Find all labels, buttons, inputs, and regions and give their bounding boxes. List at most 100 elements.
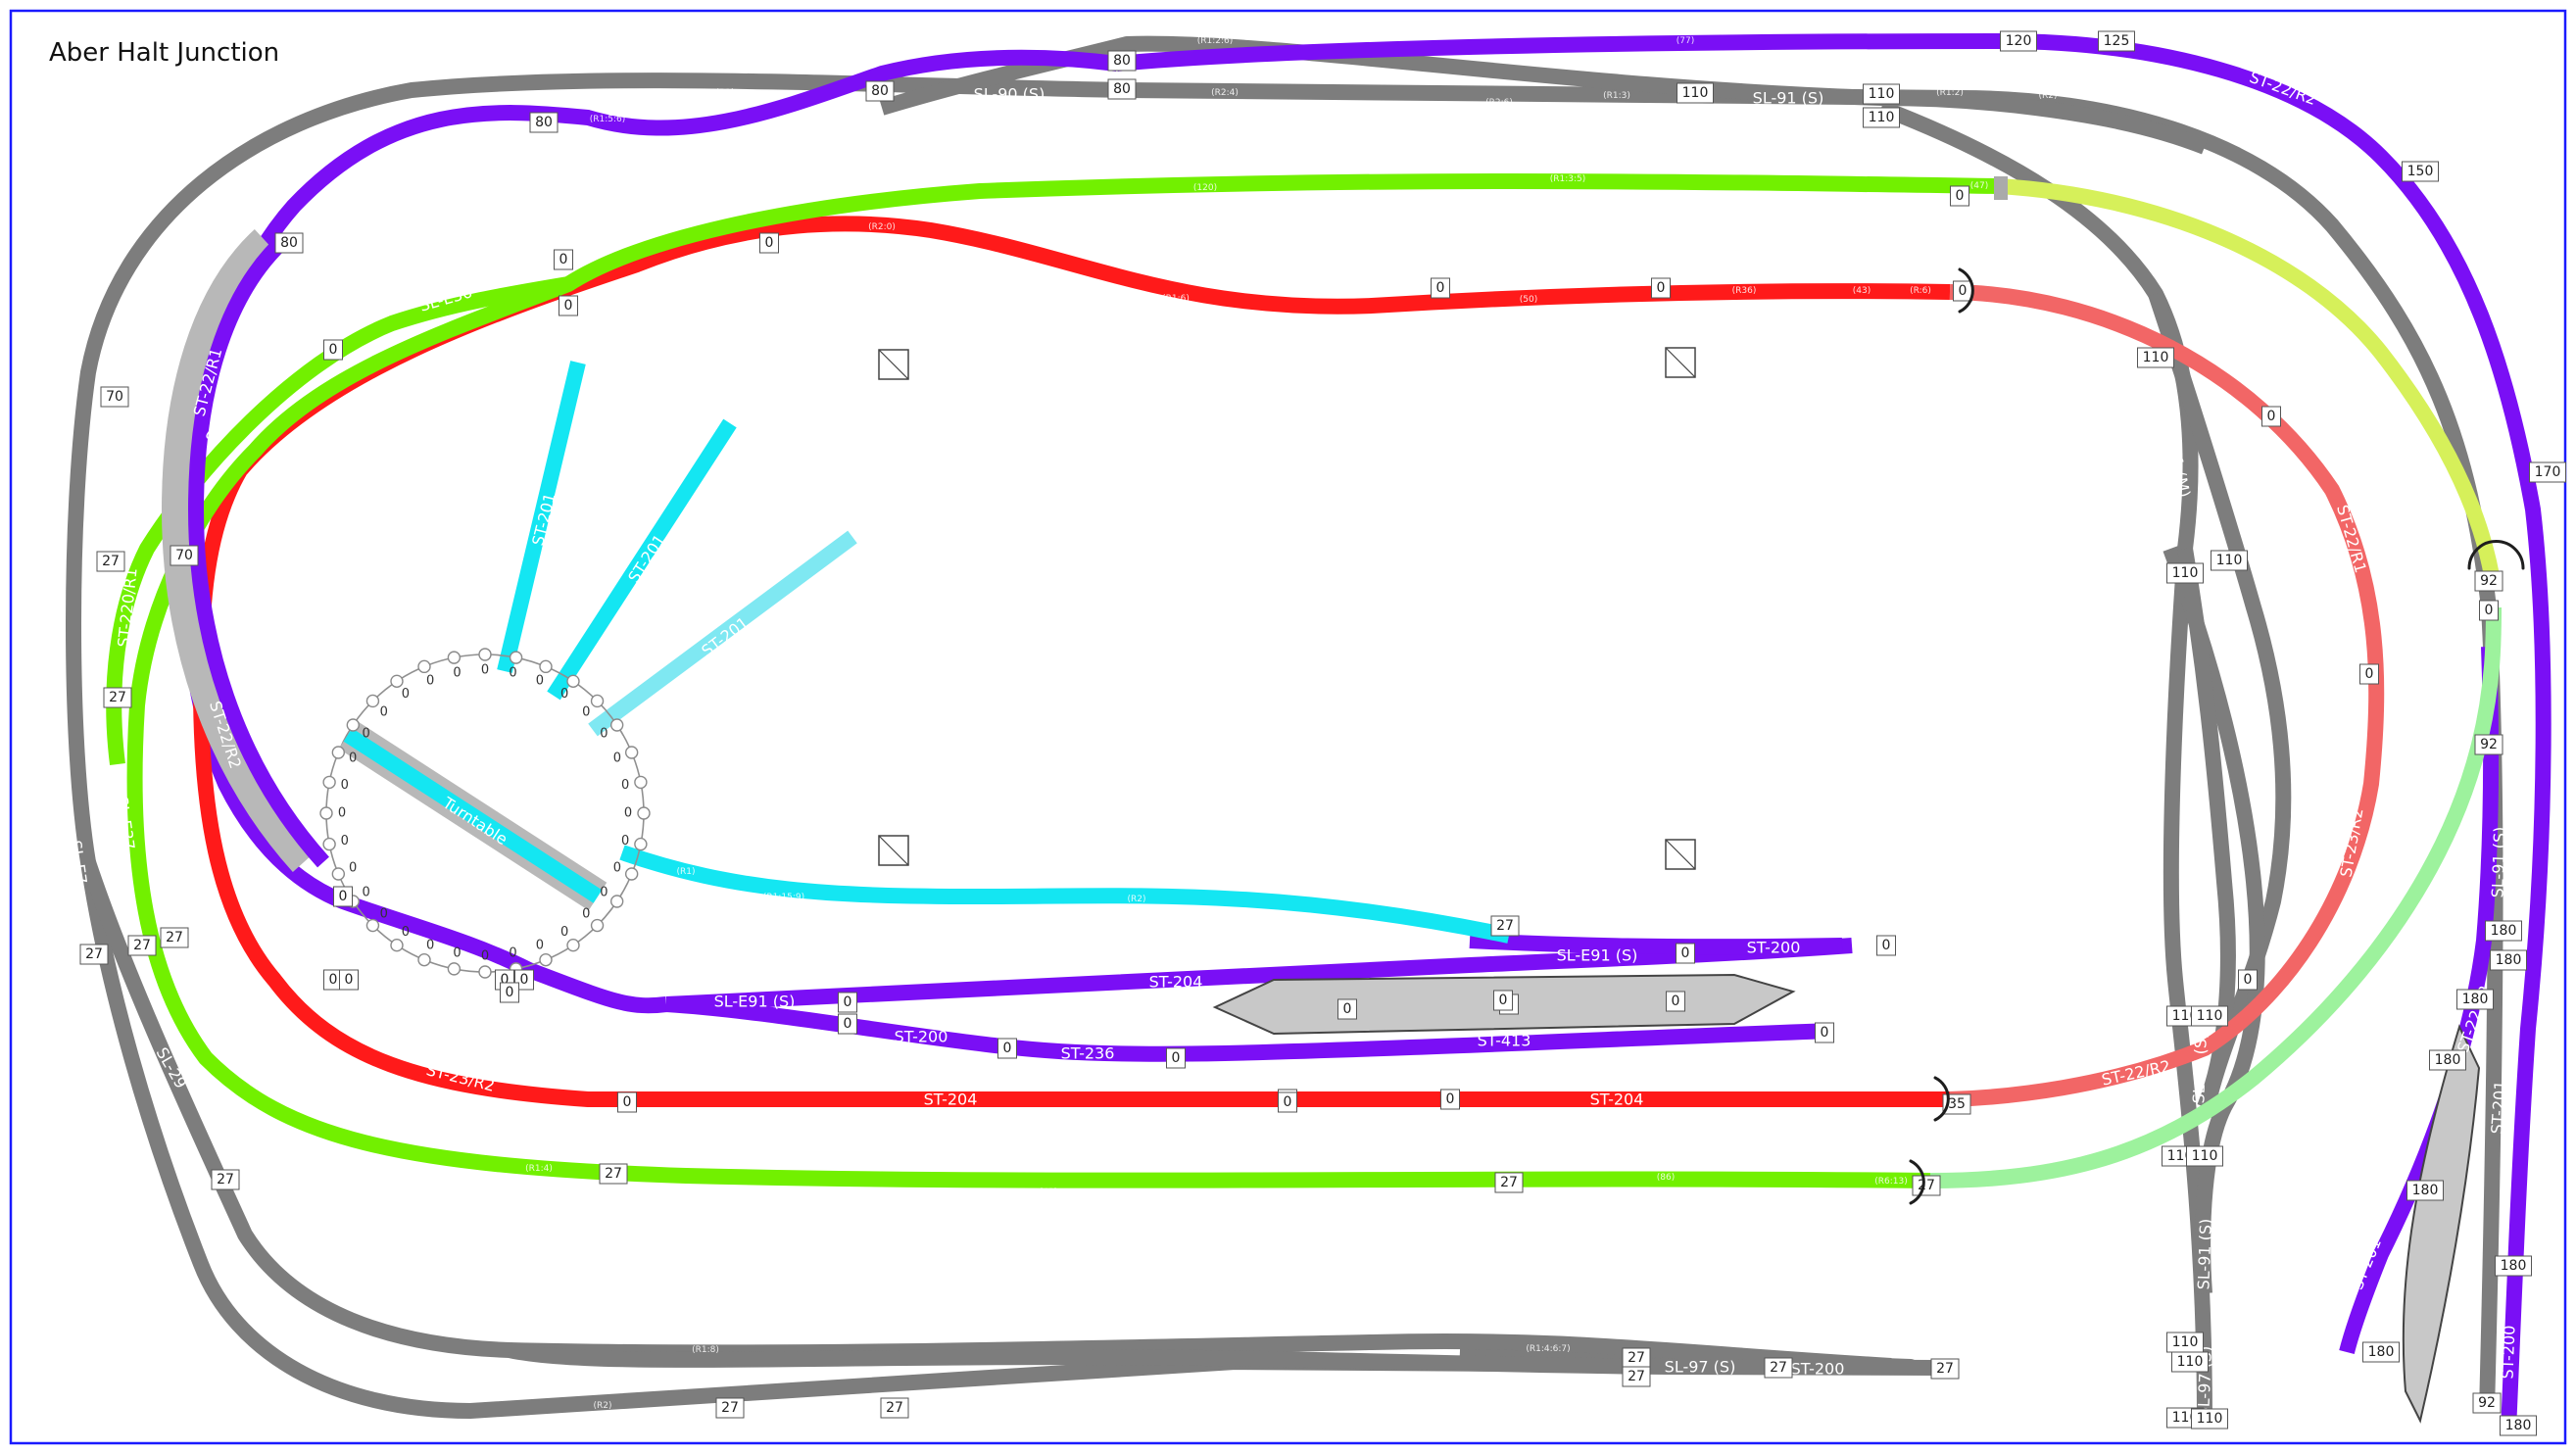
crossing-icon xyxy=(878,349,909,380)
purple-inner-curve[interactable] xyxy=(188,234,329,868)
value-box: 27 xyxy=(211,1169,240,1190)
purple-outer[interactable] xyxy=(1116,33,2552,1431)
grey-inner-2[interactable] xyxy=(508,1342,1941,1376)
value-box-text: 27 xyxy=(1628,1350,1645,1366)
value-box: 0 xyxy=(333,886,353,907)
pink-loop[interactable] xyxy=(1949,284,2385,1107)
value-box-text: 0 xyxy=(765,235,774,251)
turntable-stall[interactable] xyxy=(624,867,639,881)
turntable-stall[interactable] xyxy=(566,938,580,952)
turntable-stall[interactable] xyxy=(322,837,336,851)
purple-yard-3[interactable] xyxy=(1469,933,1843,955)
value-box: 110 xyxy=(2137,347,2174,368)
purple-yard-2[interactable] xyxy=(665,996,1833,1062)
label-sl91: SL-91 (S) xyxy=(1753,89,1824,108)
dim: (120) xyxy=(1193,183,1217,193)
value-box-text: 0 xyxy=(1681,945,1690,961)
turntable-stall[interactable] xyxy=(590,918,605,933)
turntable-tick-label: 0 xyxy=(362,726,369,741)
turntable-stall[interactable] xyxy=(417,952,431,967)
value-box-text: 35 xyxy=(1948,1096,1966,1112)
turntable-stall[interactable] xyxy=(634,775,648,790)
value-box: 0 xyxy=(1431,277,1450,299)
turntable-stall[interactable] xyxy=(447,962,462,976)
grey-outer-loop[interactable] xyxy=(66,73,2503,1419)
yellowgreen-right[interactable] xyxy=(1998,178,2502,590)
turntable-stall[interactable] xyxy=(478,648,492,661)
turntable-stall[interactable] xyxy=(609,895,624,908)
value-box-text: 110 xyxy=(2197,1008,2223,1024)
cyan-spur-3[interactable] xyxy=(588,530,857,737)
value-box: 0 xyxy=(1950,185,1969,207)
platform-right xyxy=(2402,1024,2481,1424)
lightgreen-right[interactable] xyxy=(1929,606,2502,1188)
label-st413: ST-413 xyxy=(1478,1032,1531,1050)
dim: (R1:2:6) xyxy=(1197,36,1234,46)
dim: (R1) xyxy=(715,88,734,98)
turntable-stall[interactable] xyxy=(417,659,431,674)
turntable-stall[interactable] xyxy=(624,746,639,759)
value-box-text: 180 xyxy=(2435,1052,2461,1068)
turntable-stall[interactable] xyxy=(509,651,523,664)
dim: (50) xyxy=(1520,295,1537,305)
dim: (47) xyxy=(1970,181,1988,191)
turntable-stall[interactable] xyxy=(346,718,361,732)
green-inner[interactable] xyxy=(106,276,570,765)
turntable-stall[interactable] xyxy=(609,718,624,732)
cyan-lead[interactable] xyxy=(619,845,1511,944)
dim: (R2) xyxy=(754,127,773,137)
value-box-text: 180 xyxy=(2368,1344,2395,1360)
turntable-stall[interactable] xyxy=(322,775,336,790)
cyan-spur-1[interactable] xyxy=(497,361,586,673)
value-box-text: 170 xyxy=(2535,464,2561,480)
value-box: 0 xyxy=(2261,406,2281,427)
turntable-tick-label: 0 xyxy=(509,665,516,680)
turntable-stall[interactable] xyxy=(539,952,553,967)
value-box-text: 92 xyxy=(2480,737,2498,752)
cyan-spur-2[interactable] xyxy=(547,418,737,701)
grey-right-1[interactable] xyxy=(1878,100,2212,1422)
dim: (R1) xyxy=(1127,1403,1145,1413)
grey-right-2[interactable] xyxy=(2148,291,2292,1099)
green-tracks xyxy=(106,173,2000,1188)
turntable-stall[interactable] xyxy=(319,806,333,820)
value-box-text: 0 xyxy=(329,342,338,358)
turntable-stall[interactable] xyxy=(478,965,492,979)
turntable-stall[interactable] xyxy=(447,651,462,664)
value-box-text: 27 xyxy=(1496,918,1514,934)
value-box: 70 xyxy=(170,545,199,566)
turntable-stall[interactable] xyxy=(331,867,346,881)
dim: (R1:3) xyxy=(1603,91,1630,101)
value-box-text: 110 xyxy=(1682,85,1709,101)
value-box-text: 80 xyxy=(280,235,298,251)
value-box-text: 80 xyxy=(1113,81,1131,97)
turntable-tick-label: 0 xyxy=(362,886,369,900)
value-box: 27 xyxy=(79,944,109,965)
turntable-stall[interactable] xyxy=(365,694,380,708)
value-box-text: 110 xyxy=(2143,350,2169,365)
label-sl97-bottom: SL-97 (S) xyxy=(1665,1358,1736,1377)
value-box-text: 0 xyxy=(345,972,354,988)
turntable-stall[interactable] xyxy=(566,674,580,689)
value-box-text: 150 xyxy=(2407,164,2434,179)
value-box: 80 xyxy=(865,80,895,102)
label-sl90: SL-90 (S) xyxy=(974,85,1045,104)
turntable-stall[interactable] xyxy=(331,746,346,759)
purple-yard-1[interactable] xyxy=(665,938,1853,1012)
turntable-tick-label: 0 xyxy=(402,925,410,940)
turntable-stall[interactable] xyxy=(637,806,651,820)
turntable-stall[interactable] xyxy=(634,837,648,851)
turntable-stall[interactable] xyxy=(590,694,605,708)
turntable-tick-label: 0 xyxy=(600,726,608,741)
label-st200-mid: ST-200 xyxy=(895,1028,948,1046)
turntable-stall[interactable] xyxy=(365,918,380,933)
value-box-text: 0 xyxy=(2244,972,2253,988)
turntable-stall[interactable] xyxy=(390,674,404,689)
value-box-text: 27 xyxy=(133,938,151,953)
value-box-text: 110 xyxy=(2197,1411,2223,1427)
green-top[interactable] xyxy=(126,173,2000,1188)
turntable-stall[interactable] xyxy=(390,938,404,952)
value-box: 27 xyxy=(880,1397,909,1419)
turntable-stall[interactable] xyxy=(539,659,553,674)
